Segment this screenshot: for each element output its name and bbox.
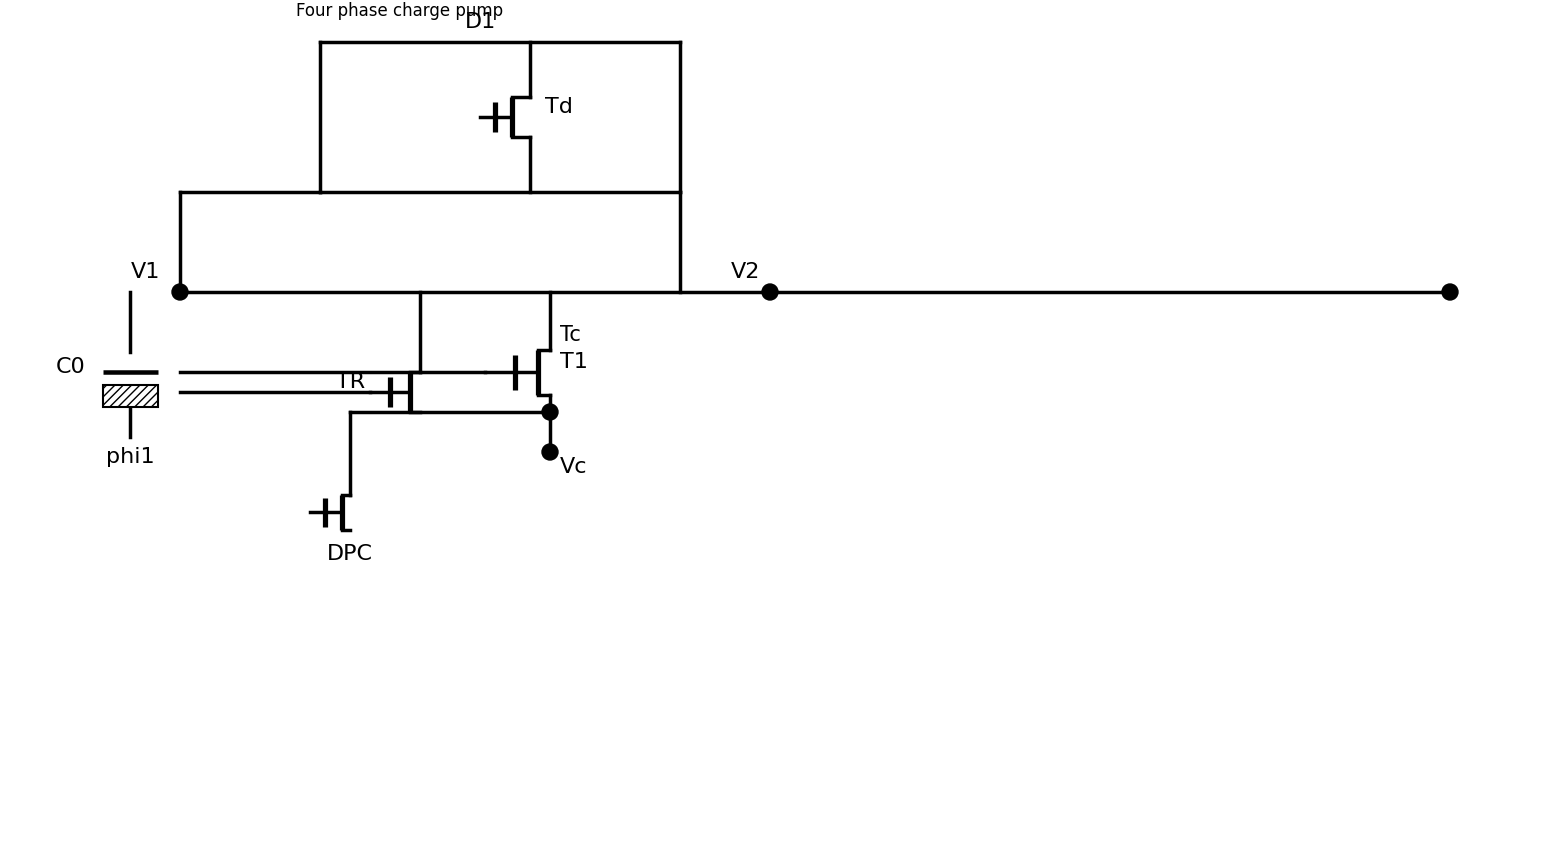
Circle shape xyxy=(172,284,187,300)
Text: Vc: Vc xyxy=(560,457,587,477)
Text: D1: D1 xyxy=(464,12,496,32)
Text: Tc: Tc xyxy=(560,324,581,344)
Bar xyxy=(103,385,158,407)
Circle shape xyxy=(542,404,557,420)
Text: V2: V2 xyxy=(731,262,760,282)
Text: TR: TR xyxy=(336,372,365,392)
Text: V1: V1 xyxy=(131,262,159,282)
Text: T1: T1 xyxy=(560,352,588,372)
Text: Td: Td xyxy=(545,97,573,117)
Circle shape xyxy=(542,444,557,460)
Circle shape xyxy=(762,284,777,300)
Text: DPC: DPC xyxy=(326,545,373,564)
Text: Four phase charge pump: Four phase charge pump xyxy=(297,2,504,20)
Circle shape xyxy=(1442,284,1458,300)
Text: C0: C0 xyxy=(55,357,84,377)
Text: phi1: phi1 xyxy=(106,447,155,467)
